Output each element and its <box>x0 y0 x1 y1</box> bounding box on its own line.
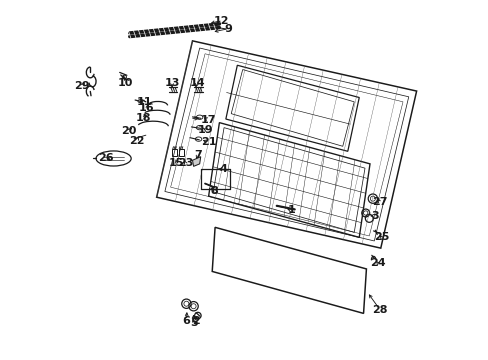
Text: 3: 3 <box>371 211 378 221</box>
Text: 26: 26 <box>99 153 114 163</box>
Text: 25: 25 <box>373 232 388 242</box>
Text: 15: 15 <box>168 158 183 168</box>
Text: 18: 18 <box>135 113 151 123</box>
Text: 22: 22 <box>129 136 144 145</box>
Text: 12: 12 <box>213 17 229 27</box>
Text: 7: 7 <box>194 150 202 160</box>
Text: 1: 1 <box>286 206 294 216</box>
Text: 27: 27 <box>371 197 387 207</box>
Text: 11: 11 <box>136 97 152 107</box>
Text: 8: 8 <box>210 186 218 197</box>
Text: 24: 24 <box>369 258 385 268</box>
Polygon shape <box>192 157 201 166</box>
Text: 28: 28 <box>371 305 387 315</box>
Text: 17: 17 <box>201 115 216 125</box>
Text: 4: 4 <box>219 164 226 174</box>
Text: 6: 6 <box>182 316 190 325</box>
Text: 20: 20 <box>121 126 137 135</box>
Text: 29: 29 <box>75 81 90 91</box>
Text: 5: 5 <box>189 319 197 328</box>
Text: 13: 13 <box>164 78 180 88</box>
Text: 14: 14 <box>189 78 204 88</box>
Text: 19: 19 <box>198 125 213 135</box>
Text: 9: 9 <box>224 24 232 35</box>
Text: 2: 2 <box>192 316 200 325</box>
Text: 10: 10 <box>118 78 133 88</box>
Text: 16: 16 <box>139 103 155 113</box>
Text: 23: 23 <box>177 158 193 168</box>
Text: 21: 21 <box>201 138 216 147</box>
